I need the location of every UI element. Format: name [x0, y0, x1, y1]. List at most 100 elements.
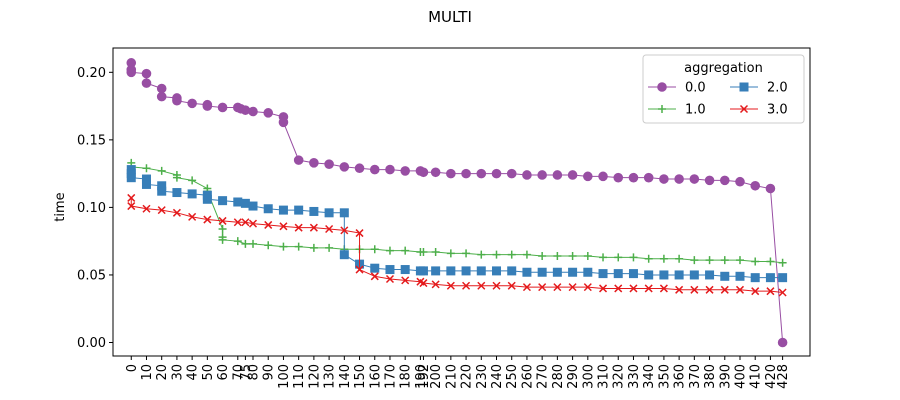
- data-point: [157, 166, 166, 175]
- data-point: [172, 95, 182, 106]
- data-point: [157, 186, 167, 196]
- y-tick-label: 0.05: [77, 268, 106, 283]
- data-point: [720, 256, 729, 265]
- x-tick-label: 100: [277, 364, 292, 389]
- series-0.0: [126, 58, 788, 348]
- legend-title: aggregation: [684, 61, 763, 76]
- x-tick-label: 130: [323, 364, 338, 389]
- x-tick-label: 0: [125, 364, 140, 372]
- data-point: [674, 270, 684, 280]
- data-point: [462, 281, 471, 290]
- legend-label: 1.0: [685, 103, 706, 118]
- y-tick-label: 0.00: [77, 336, 106, 351]
- data-point: [418, 167, 429, 178]
- x-tick-label: 200: [429, 364, 444, 389]
- x-tick-label: 300: [581, 364, 596, 389]
- x-tick-label: 290: [566, 364, 581, 389]
- data-point: [294, 205, 304, 215]
- x-tick-label: 330: [627, 364, 642, 389]
- data-point: [553, 283, 562, 292]
- data-point: [324, 159, 334, 169]
- data-point: [218, 225, 227, 234]
- x-tick-label: 310: [597, 364, 612, 389]
- data-point: [240, 198, 250, 208]
- data-point: [142, 204, 151, 213]
- data-point: [340, 226, 349, 235]
- data-point: [217, 102, 228, 113]
- data-point: [507, 266, 517, 276]
- data-point: [507, 281, 516, 290]
- data-point: [233, 237, 242, 246]
- data-point: [568, 283, 577, 292]
- data-point: [705, 256, 714, 265]
- data-point: [431, 266, 441, 276]
- data-point: [705, 270, 715, 280]
- data-point: [643, 172, 654, 183]
- legend-item-3.0: 3.0: [730, 103, 788, 118]
- data-point: [279, 242, 288, 251]
- data-point: [248, 106, 258, 117]
- data-point: [778, 273, 788, 283]
- data-point: [419, 279, 428, 288]
- data-point: [522, 170, 532, 180]
- data-point: [324, 208, 334, 218]
- data-point: [522, 250, 531, 259]
- x-tick-label: 250: [505, 364, 520, 389]
- data-point: [750, 180, 761, 191]
- data-point: [127, 202, 136, 211]
- data-point: [492, 250, 501, 259]
- data-point: [568, 267, 578, 277]
- data-point: [628, 172, 639, 183]
- data-point: [400, 265, 410, 275]
- legend-box: [642, 54, 805, 124]
- legend-label: 3.0: [767, 103, 788, 118]
- data-point: [241, 239, 250, 248]
- data-point: [278, 205, 288, 215]
- data-point: [400, 166, 410, 176]
- data-point: [126, 67, 137, 78]
- x-tick-label: 320: [612, 364, 627, 389]
- data-point: [583, 252, 592, 261]
- data-point: [264, 220, 273, 229]
- x-tick-label: 370: [688, 364, 703, 389]
- data-point: [477, 250, 486, 259]
- data-point: [583, 283, 592, 292]
- x-tick-label: 160: [368, 364, 383, 389]
- y-tick-label: 0.15: [77, 133, 106, 148]
- data-point: [553, 252, 562, 261]
- data-point: [446, 168, 456, 179]
- y-tick-label: 0.10: [77, 201, 106, 216]
- data-point: [659, 270, 669, 280]
- data-point: [492, 281, 501, 290]
- data-point: [476, 266, 486, 276]
- x-tick-label: 70: [231, 364, 246, 381]
- data-point: [675, 254, 684, 263]
- data-point: [766, 257, 775, 266]
- legend-marker: [658, 105, 666, 113]
- data-point: [598, 171, 608, 182]
- data-point: [187, 189, 197, 199]
- data-point: [418, 266, 428, 276]
- data-point: [309, 243, 318, 252]
- x-tick-label: 220: [460, 364, 475, 389]
- x-tick-label: 420: [764, 364, 779, 389]
- data-point: [203, 215, 212, 224]
- x-tick-label: 390: [718, 364, 733, 389]
- data-point: [778, 288, 787, 297]
- data-point: [538, 252, 547, 261]
- data-point: [538, 283, 547, 292]
- data-point: [248, 201, 258, 211]
- data-point: [141, 78, 152, 88]
- data-point: [644, 284, 653, 293]
- x-tick-label: 260: [520, 364, 535, 389]
- data-point: [476, 168, 487, 179]
- data-point: [309, 206, 319, 216]
- data-point: [294, 242, 303, 251]
- data-point: [491, 168, 502, 179]
- x-tick-label: 170: [383, 364, 398, 389]
- y-tick-label: 0.20: [77, 66, 106, 81]
- x-tick-label: 210: [444, 364, 459, 389]
- x-tick-label: 80: [247, 364, 262, 381]
- data-point: [339, 208, 349, 218]
